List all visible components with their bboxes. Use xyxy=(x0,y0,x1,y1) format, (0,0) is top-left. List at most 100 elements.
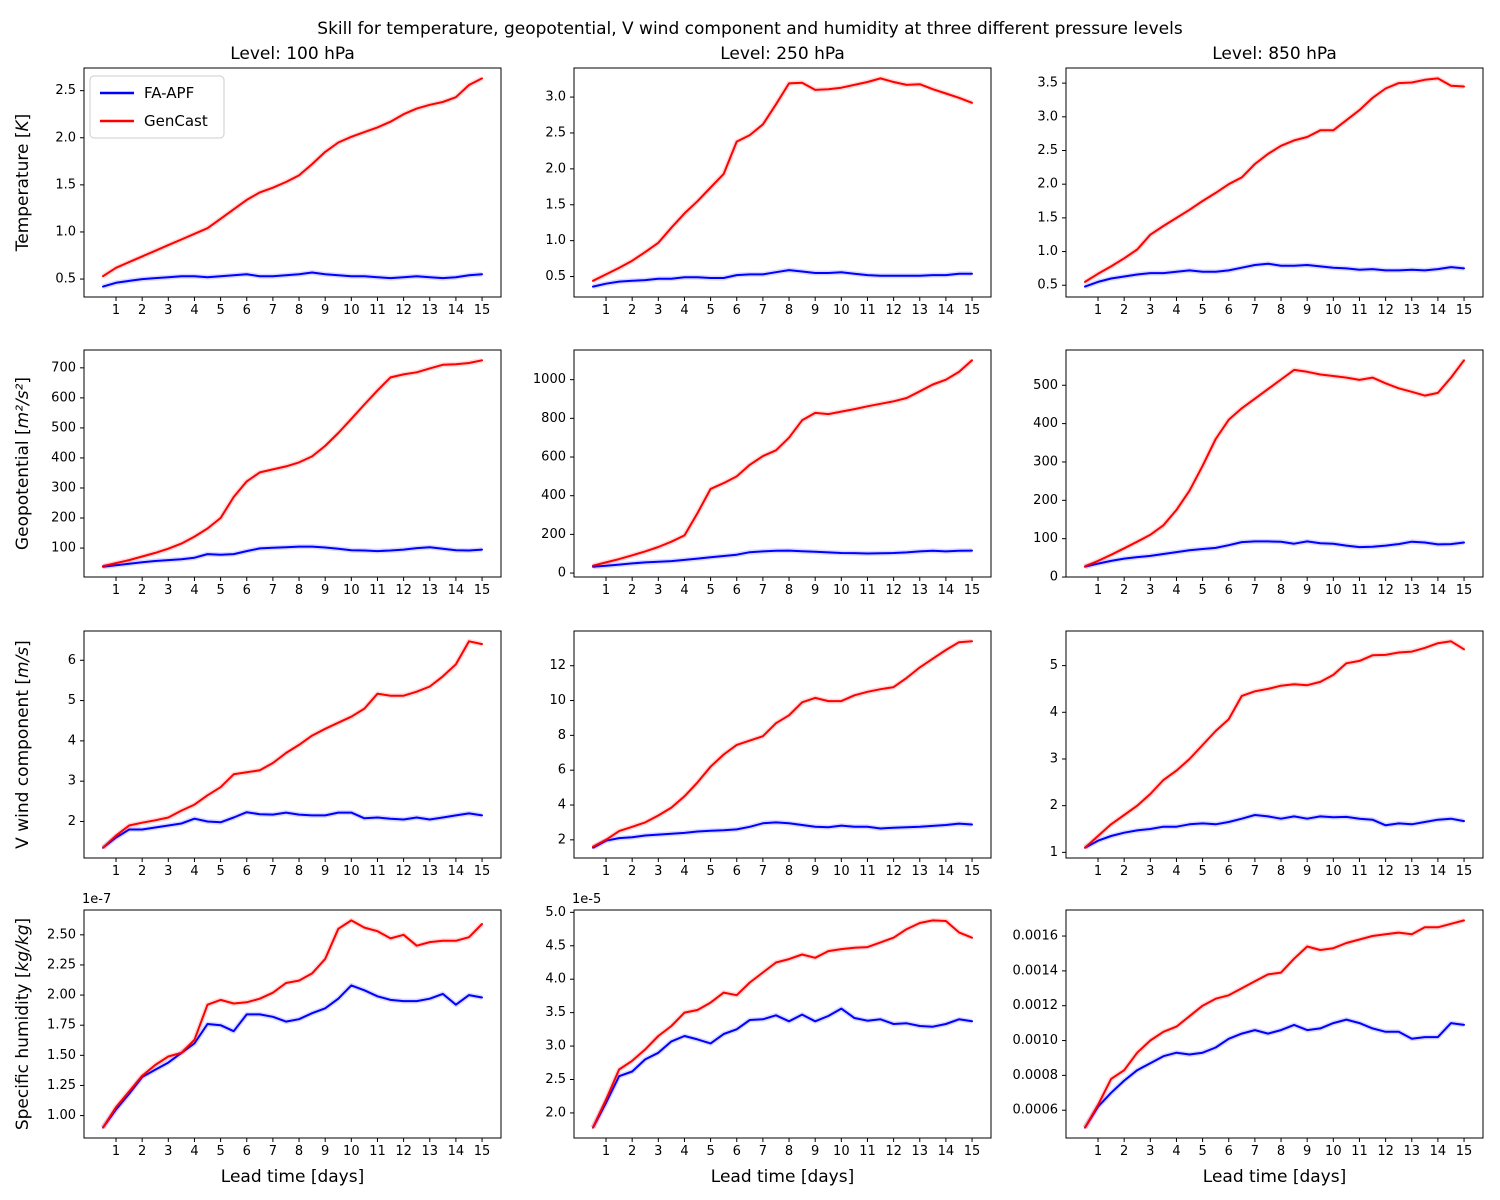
x-tick-label: 5 xyxy=(216,864,224,879)
x-tick-label: 2 xyxy=(628,1144,636,1159)
x-tick-label: 11 xyxy=(859,583,876,598)
x-tick-label: 9 xyxy=(321,864,329,879)
x-tick-label: 10 xyxy=(1325,583,1342,598)
y-tick-label: 2.00 xyxy=(47,988,76,1003)
x-tick-label: 4 xyxy=(680,1144,688,1159)
x-tick-label: 8 xyxy=(1277,583,1285,598)
y-tick-label: 0.5 xyxy=(55,272,76,287)
x-tick-label: 2 xyxy=(1120,1144,1128,1159)
line-fa-apf xyxy=(102,271,483,288)
subplot-specific-humidity-100hPa: 1 2 3 4 5 6 7 8 9 10 11 12 13 14 151.001.251.501.752.0… xyxy=(13,892,502,1187)
x-tick-label: 12 xyxy=(1377,864,1394,879)
x-tick-label: 1 xyxy=(1094,583,1102,598)
axis-offset-text: 1e-5 xyxy=(572,892,601,907)
y-tick-label: 600 xyxy=(541,450,566,465)
x-tick-label: 10 xyxy=(833,1144,850,1159)
line-gencast xyxy=(1084,77,1465,283)
line-gencast xyxy=(1084,640,1465,849)
line-gencast xyxy=(592,77,973,282)
y-tick-label: 1 xyxy=(1050,845,1058,860)
line-fa-apf xyxy=(102,811,483,849)
x-tick-label: 11 xyxy=(369,303,386,318)
x-tick-label: 4 xyxy=(680,303,688,318)
x-tick-label: 2 xyxy=(628,864,636,879)
x-tick-label: 14 xyxy=(1430,303,1447,318)
x-tick-label: 5 xyxy=(1198,1144,1206,1159)
line-gencast xyxy=(592,919,973,1129)
x-tick-label: 7 xyxy=(1251,583,1259,598)
x-tick-label: 9 xyxy=(321,303,329,318)
line-fa-apf xyxy=(102,545,483,568)
x-tick-label: 12 xyxy=(1377,303,1394,318)
y-tick-label: 700 xyxy=(51,360,76,375)
x-tick-label: 4 xyxy=(1172,1144,1180,1159)
y-tick-label: 0.0016 xyxy=(1013,929,1059,944)
line-fa-apf xyxy=(1084,1018,1465,1129)
x-tick-label: 7 xyxy=(269,583,277,598)
x-tick-label: 9 xyxy=(321,583,329,598)
y-tick-label: 3.0 xyxy=(545,90,566,105)
x-tick-label: 4 xyxy=(190,1144,198,1159)
y-tick-label: 0.5 xyxy=(1037,278,1058,293)
x-tick-label: 10 xyxy=(343,583,360,598)
x-tick-label: 11 xyxy=(1351,864,1368,879)
axes-box xyxy=(573,349,992,578)
x-tick-label: 1 xyxy=(1094,303,1102,318)
x-tick-label: 8 xyxy=(785,583,793,598)
y-tick-label: 4 xyxy=(68,733,76,748)
y-tick-label: 3.0 xyxy=(1037,109,1058,124)
line-fa-apf xyxy=(592,1007,973,1129)
y-tick-label: 2.0 xyxy=(545,161,566,176)
x-tick-label: 5 xyxy=(706,864,714,879)
x-tick-label: 7 xyxy=(759,864,767,879)
x-tick-label: 6 xyxy=(733,864,741,879)
line-gencast xyxy=(592,359,973,567)
x-tick-label: 9 xyxy=(1303,583,1311,598)
axes-box xyxy=(1065,349,1484,578)
subplot-title: Level: 250 hPa xyxy=(720,44,845,64)
x-tick-label: 14 xyxy=(1430,1144,1447,1159)
line-fa-apf xyxy=(1084,262,1465,288)
x-tick-label: 15 xyxy=(964,1144,981,1159)
x-tick-label: 12 xyxy=(1377,583,1394,598)
x-tick-label: 13 xyxy=(1403,864,1420,879)
y-tick-label: 1.5 xyxy=(1037,210,1058,225)
x-tick-label: 15 xyxy=(1456,583,1473,598)
y-tick-label: 3 xyxy=(68,774,76,789)
line-gencast xyxy=(1084,359,1465,568)
line-gencast xyxy=(102,919,483,1129)
x-tick-label: 13 xyxy=(421,303,438,318)
x-tick-label: 8 xyxy=(295,303,303,318)
x-tick-label: 6 xyxy=(733,303,741,318)
x-tick-label: 9 xyxy=(1303,864,1311,879)
x-tick-label: 1 xyxy=(602,864,610,879)
subplot-title: Level: 100 hPa xyxy=(230,44,355,64)
y-tick-label: 3.0 xyxy=(545,1039,566,1054)
x-tick-label: 1 xyxy=(602,303,610,318)
x-tick-label: 3 xyxy=(654,1144,662,1159)
x-tick-label: 8 xyxy=(785,1144,793,1159)
y-tick-label: 8 xyxy=(558,728,566,743)
x-tick-label: 8 xyxy=(1277,1144,1285,1159)
y-tick-label: 2.25 xyxy=(47,957,76,972)
y-tick-label: 1.25 xyxy=(47,1078,76,1093)
x-tick-label: 14 xyxy=(448,1144,465,1159)
axes-box xyxy=(573,67,992,298)
x-tick-label: 8 xyxy=(785,864,793,879)
x-tick-label: 3 xyxy=(164,1144,172,1159)
y-tick-label: 4.0 xyxy=(545,972,566,987)
x-tick-label: 9 xyxy=(321,1144,329,1159)
y-tick-label: 3.5 xyxy=(1037,76,1058,91)
y-tick-label: 3 xyxy=(1050,751,1058,766)
y-tick-label: 600 xyxy=(51,390,76,405)
x-tick-label: 15 xyxy=(474,864,491,879)
x-axis-label: Lead time [days] xyxy=(1203,1167,1346,1187)
x-tick-label: 14 xyxy=(448,303,465,318)
x-tick-label: 13 xyxy=(1403,303,1420,318)
x-tick-label: 15 xyxy=(964,864,981,879)
x-tick-label: 5 xyxy=(1198,864,1206,879)
subplot-temperature-100hPa: 1 2 3 4 5 6 7 8 9 10 11 12 13 14 150.51.01.52.02.5Leve… xyxy=(13,44,502,318)
